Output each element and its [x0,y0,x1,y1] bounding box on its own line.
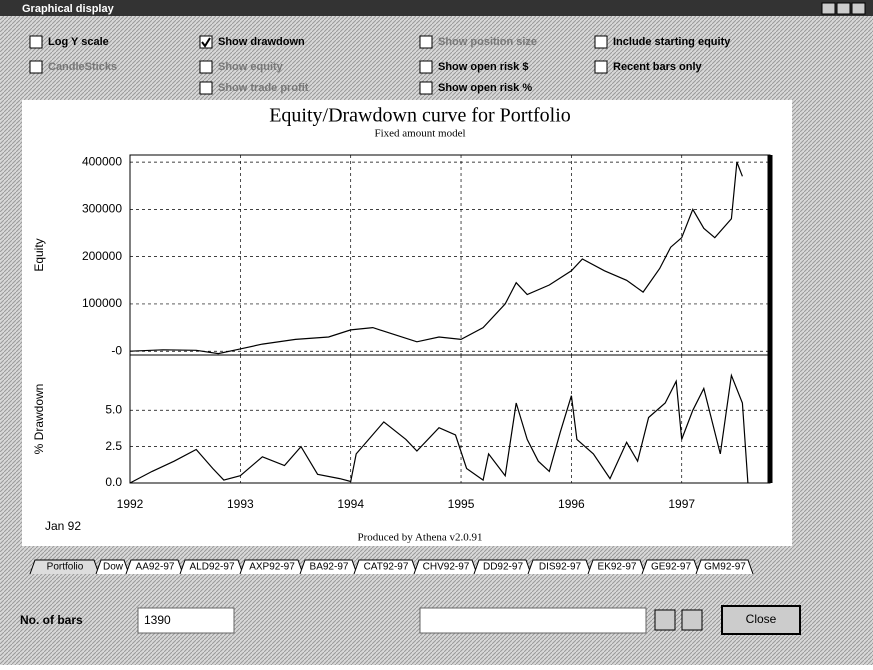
annotation: Jan 92 [45,519,81,533]
window-title: Graphical display [22,3,115,15]
tab[interactable] [695,559,754,575]
chart-subtitle: Fixed amount model [374,128,465,140]
tab[interactable] [413,559,478,575]
tab[interactable] [29,559,100,575]
checkbox-label: Show drawdown [218,36,305,48]
checkbox[interactable] [199,60,213,74]
close-button[interactable] [721,605,801,635]
tab-label: DIS92-97 [539,562,582,573]
checkbox-label: Log Y scale [48,36,109,48]
checkbox-label: Show equity [218,61,284,73]
tab[interactable] [473,559,532,575]
tab-label: GE92-97 [651,562,691,573]
checkmark [201,37,211,48]
save-button[interactable] [681,609,703,631]
tab[interactable] [641,559,700,575]
checkbox-label: Show open risk % [438,82,532,94]
bars-value: 1390 [144,613,171,627]
data-line [129,373,749,484]
x-tick-label: 1995 [448,497,475,511]
data-line [129,161,743,355]
x-tick-label: 1996 [558,497,585,511]
tab-label: CAT92-97 [364,562,409,573]
minimize-button[interactable] [821,2,836,15]
bars-input[interactable] [137,607,235,634]
checkbox-label: Show trade profit [218,82,309,94]
tab[interactable] [239,559,304,575]
tab[interactable] [125,559,184,575]
y-tick-label: 100000 [82,296,122,310]
tab-label: CHV92-97 [423,562,470,573]
checkbox-label: Show position size [438,36,537,48]
bars-label: No. of bars [20,613,83,627]
tab-label: AA92-97 [136,562,175,573]
checkbox-label: Recent bars only [613,61,703,73]
tab[interactable] [353,559,418,575]
text-input[interactable] [419,607,647,634]
footer: Produced by Athena v2.0.91 [358,532,483,544]
tab-label: GM92-97 [704,562,746,573]
tab-label: AXP92-97 [249,562,295,573]
checkbox[interactable] [419,35,433,49]
x-tick-label: 1992 [117,497,144,511]
tab-label: ALD92-97 [189,562,234,573]
tab[interactable] [587,559,646,575]
checkbox[interactable] [29,35,43,49]
x-tick-label: 1994 [337,497,364,511]
checkbox-label: CandleSticks [48,61,117,73]
y-tick-label: 5.0 [105,402,122,416]
x-tick-label: 1993 [227,497,254,511]
print-button[interactable] [654,609,676,631]
checkbox[interactable] [419,60,433,74]
checkbox-label: Show open risk $ [438,61,528,73]
y-axis-label: % Drawdown [32,384,46,455]
close-window-button[interactable] [851,2,866,15]
maximize-button[interactable] [836,2,851,15]
tab[interactable] [179,559,244,575]
checkbox[interactable] [419,81,433,95]
y-tick-label: 400000 [82,154,122,168]
close-button-label: Close [746,612,777,626]
checkbox[interactable] [594,60,608,74]
tab-label: Portfolio [47,562,84,573]
checkbox-label: Include starting equity [613,36,731,48]
tab-label: BA92-97 [310,562,349,573]
tab-label: EK92-97 [598,562,637,573]
tab[interactable] [527,559,592,575]
checkbox[interactable] [199,81,213,95]
title-bar [0,0,873,16]
window-buttons[interactable] [821,2,866,15]
tab-label: Dow [103,562,124,573]
tab-label: DD92-97 [483,562,523,573]
checkbox[interactable] [29,60,43,74]
tab[interactable] [95,559,130,575]
chart-title: Equity/Drawdown curve for Portfolio [269,105,571,127]
y-tick-label: -0 [111,343,122,357]
y-tick-label: 200000 [82,249,122,263]
x-tick-label: 1997 [668,497,695,511]
tab[interactable] [299,559,358,575]
y-tick-label: 0.0 [105,475,122,489]
checkbox[interactable] [594,35,608,49]
y-axis-label: Equity [32,238,46,271]
y-tick-label: 2.5 [105,439,122,453]
y-tick-label: 300000 [82,202,122,216]
